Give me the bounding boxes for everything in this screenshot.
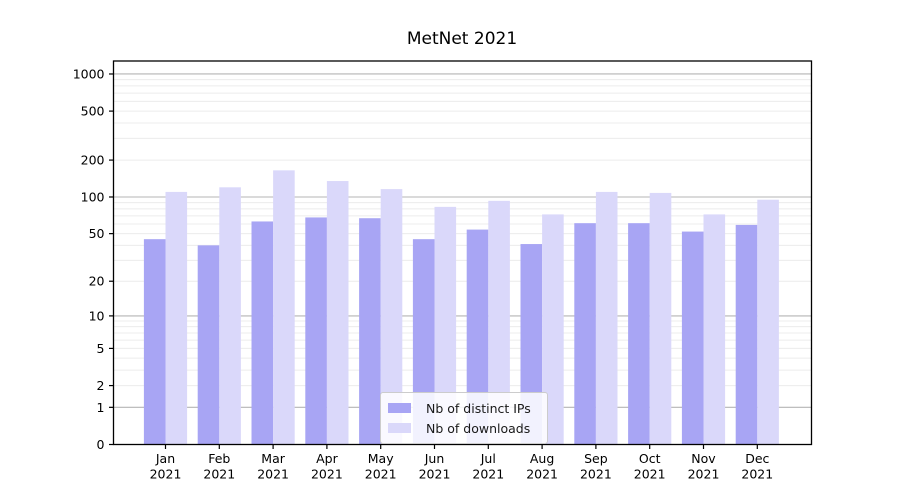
bar-downloads-nov	[703, 214, 726, 445]
plot-frame	[112, 60, 813, 446]
x-tick-label: Jun 2021	[419, 451, 451, 482]
y-tick-label: 500	[81, 104, 105, 119]
bar-distinct-ips-jan	[143, 239, 166, 445]
bar-downloads-mar	[273, 170, 295, 445]
bar-distinct-ips-nov	[681, 231, 704, 445]
x-tick-label: Feb 2021	[203, 451, 235, 482]
bar-distinct-ips-oct	[628, 223, 650, 445]
bar-downloads-jun	[434, 206, 457, 445]
y-tick-label: 1000	[73, 66, 105, 81]
y-tick-label: 1	[97, 400, 105, 415]
x-tick-label: Jan 2021	[150, 451, 182, 482]
chart-title: MetNet 2021	[406, 29, 518, 49]
bar-distinct-ips-mar	[251, 221, 274, 445]
x-tick-label: Apr 2021	[311, 451, 343, 482]
legend-label: Nb of downloads	[426, 420, 531, 436]
x-tick-label: Aug 2021	[526, 451, 558, 482]
bar-distinct-ips-dec	[735, 224, 758, 445]
bar-downloads-aug	[542, 214, 564, 445]
y-tick-label: 2	[97, 378, 105, 393]
legend-swatch	[388, 423, 411, 433]
bar-distinct-ips-may	[359, 218, 381, 445]
x-tick-label: Nov 2021	[688, 451, 720, 482]
bar-downloads-oct	[649, 192, 672, 445]
bar-distinct-ips-sep	[574, 223, 596, 445]
bar-distinct-ips-jul	[466, 229, 489, 445]
bar-downloads-jul	[488, 200, 510, 445]
bar-downloads-dec	[757, 199, 779, 445]
y-tick-label: 5	[97, 341, 105, 356]
legend-label: Nb of distinct IPs	[426, 400, 531, 416]
y-tick-label: 20	[89, 274, 105, 289]
bar-distinct-ips-feb	[197, 245, 220, 445]
bar-downloads-may	[380, 189, 403, 445]
bar-distinct-ips-apr	[305, 217, 327, 445]
y-tick-label: 100	[81, 189, 105, 204]
bar-downloads-jan	[165, 191, 188, 445]
legend-item-distinct-ips: Nb of distinct IPs	[388, 398, 540, 418]
x-tick-label: Dec 2021	[741, 451, 773, 482]
y-tick-label: 200	[81, 153, 105, 168]
legend-item-downloads: Nb of downloads	[388, 418, 540, 438]
x-tick-label: Mar 2021	[257, 451, 289, 482]
bar-downloads-sep	[595, 191, 618, 445]
bar-downloads-apr	[326, 181, 349, 445]
y-tick-label: 10	[89, 308, 105, 323]
x-tick-label: Sep 2021	[580, 451, 612, 482]
y-tick-label: 50	[89, 226, 105, 241]
x-tick-label: Oct 2021	[634, 451, 666, 482]
y-tick-label: 0	[97, 437, 105, 452]
x-tick-label: May 2021	[365, 451, 397, 482]
bar-downloads-feb	[219, 187, 241, 445]
legend: Nb of distinct IPs Nb of downloads	[380, 392, 548, 444]
legend-swatch	[388, 403, 411, 413]
x-tick-label: Jul 2021	[472, 451, 504, 482]
